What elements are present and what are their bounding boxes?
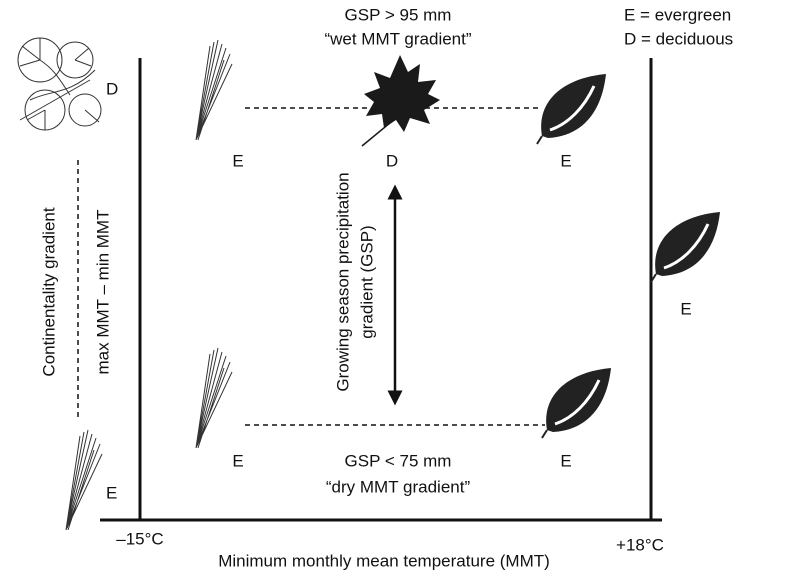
x-max-label: +18°C <box>616 535 664 554</box>
dry-subtitle: “dry MMT gradient” <box>326 477 471 496</box>
leaf-icon <box>535 72 608 146</box>
dry-label: E <box>560 451 571 470</box>
legend-deciduous: D = deciduous <box>624 29 733 48</box>
maple-icon <box>361 55 440 147</box>
dry-label: E <box>232 451 243 470</box>
wet-subtitle: “wet MMT gradient” <box>324 29 471 48</box>
leaf-icon <box>540 366 613 440</box>
x-min-label: –15°C <box>116 529 163 548</box>
left-bottom-label: E <box>106 483 117 502</box>
pine-icon <box>195 347 233 449</box>
wet-title: GSP > 95 mm <box>345 5 452 24</box>
leaf-icon <box>649 210 722 284</box>
right-label: E <box>680 299 691 318</box>
wet-label: E <box>560 151 571 170</box>
wet-label: E <box>232 151 243 170</box>
gsp-axis-label: Growing season precipitation <box>333 172 352 391</box>
legend-evergreen: E = evergreen <box>624 5 731 24</box>
dry-title: GSP < 75 mm <box>345 451 452 470</box>
wet-label: D <box>386 151 398 170</box>
larch-icon <box>17 37 102 131</box>
pine-icon <box>195 39 233 141</box>
continentality-formula: max MMT – min MMT <box>93 210 112 375</box>
x-axis-title: Minimum monthly mean temperature (MMT) <box>218 551 550 570</box>
left-top-label: D <box>106 79 118 98</box>
pine-icon <box>65 429 103 531</box>
gsp-axis-label: gradient (GSP) <box>357 225 376 338</box>
continentality-label: Continentality gradient <box>39 207 58 376</box>
